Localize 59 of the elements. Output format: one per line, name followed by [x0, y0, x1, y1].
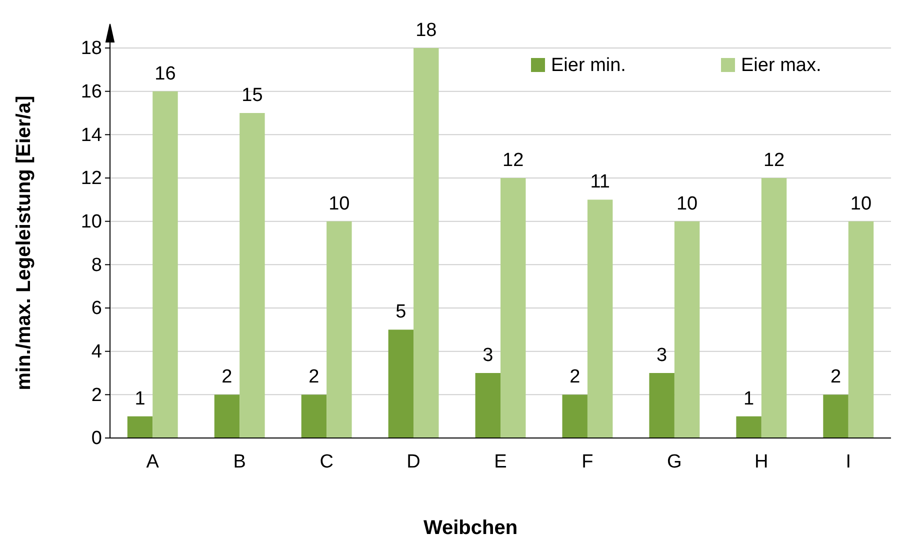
bar	[301, 394, 327, 438]
data-label: 1	[744, 388, 754, 410]
x-tick-label: B	[233, 451, 246, 472]
x-tick-label: I	[846, 451, 852, 472]
y-tick-label: 8	[91, 254, 102, 276]
bar	[240, 113, 265, 438]
bar	[848, 221, 874, 438]
x-tick-label: G	[667, 451, 682, 472]
bar	[127, 416, 153, 438]
bar	[761, 178, 787, 438]
bar	[214, 394, 240, 438]
y-tick-label: 4	[91, 341, 102, 362]
bar	[388, 330, 414, 438]
legend-label: Eier max.	[741, 55, 822, 76]
x-tick-label: A	[146, 451, 160, 472]
bar	[823, 394, 848, 438]
x-tick-label: C	[320, 451, 334, 472]
data-label: 2	[222, 366, 232, 388]
y-tick-label: 18	[80, 38, 102, 60]
bar	[587, 200, 613, 438]
x-tick-label: F	[582, 451, 594, 472]
x-tick-label: H	[754, 451, 768, 472]
data-label: 2	[308, 366, 320, 388]
data-label: 12	[502, 150, 524, 171]
data-label: 15	[242, 85, 263, 106]
y-tick-label: 10	[80, 211, 102, 232]
x-tick-label: E	[494, 451, 507, 472]
bar	[500, 178, 526, 438]
data-label: 2	[830, 366, 842, 388]
data-label: 5	[396, 302, 406, 323]
bar	[674, 221, 700, 438]
y-tick-label: 16	[80, 81, 102, 102]
x-tick-label: D	[406, 451, 420, 472]
data-label: 16	[154, 63, 176, 84]
y-tick-label: 14	[80, 124, 102, 146]
data-label: 3	[656, 345, 668, 366]
data-label: 10	[676, 193, 698, 214]
y-tick-label: 12	[80, 168, 102, 190]
data-label: 10	[850, 193, 872, 214]
data-label: 18	[416, 20, 437, 41]
y-tick-label: 6	[91, 298, 102, 320]
data-label: 1	[134, 388, 146, 410]
y-tick-label: 0	[91, 428, 102, 450]
y-tick-label: 2	[91, 384, 102, 406]
x-axis-title: Weibchen	[423, 517, 518, 539]
bar	[562, 394, 588, 438]
data-label: 12	[763, 150, 785, 171]
data-label: 3	[482, 345, 494, 366]
legend-label: Eier min.	[551, 55, 626, 76]
bar	[414, 48, 439, 438]
y-axis-title: min./max. Legeleistung [Eier/a]	[13, 96, 35, 390]
data-label: 10	[328, 193, 350, 214]
data-label: 2	[570, 366, 580, 388]
bar	[326, 221, 352, 438]
data-label: 11	[590, 172, 610, 193]
bar	[475, 373, 500, 438]
bar	[649, 373, 674, 438]
bar	[152, 91, 178, 438]
bar	[736, 416, 762, 438]
